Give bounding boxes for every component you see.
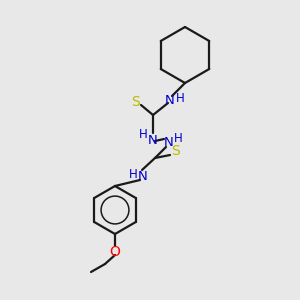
Text: H: H xyxy=(176,92,184,104)
Text: N: N xyxy=(148,134,158,148)
Text: S: S xyxy=(132,95,140,109)
Text: N: N xyxy=(164,136,174,149)
Text: N: N xyxy=(165,94,175,106)
Text: O: O xyxy=(110,245,120,259)
Text: H: H xyxy=(174,133,182,146)
Text: H: H xyxy=(139,128,147,142)
Text: S: S xyxy=(171,144,179,158)
Text: H: H xyxy=(129,167,137,181)
Text: N: N xyxy=(138,169,148,182)
